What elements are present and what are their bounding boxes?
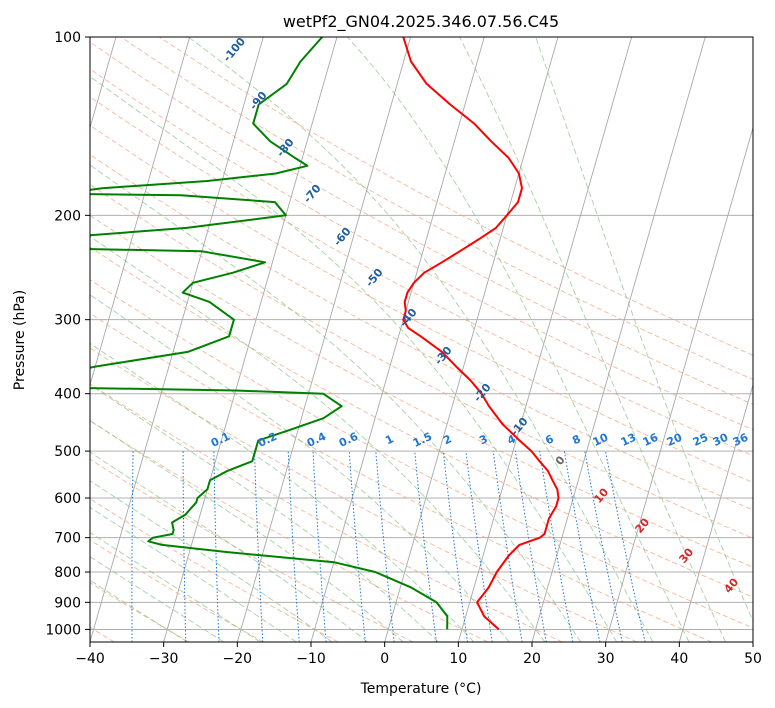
isotherm [678, 383, 753, 642]
moist-adiabat [90, 294, 510, 642]
dry-adiabat [120, 37, 753, 380]
y-tick-label: 500 [54, 444, 81, 460]
mixing-ratio-line [131, 451, 134, 642]
dry-adiabat [90, 347, 638, 642]
dry-adiabat [90, 41, 753, 405]
x-tick-label: −30 [149, 651, 179, 667]
isotherm [90, 37, 264, 642]
y-axis-label: Pressure (hPa) [12, 290, 28, 390]
mixing-ratio-label: 36 [731, 431, 751, 449]
dry-adiabat [90, 68, 753, 431]
mixing-ratio-label: 30 [711, 431, 731, 449]
y-tick-label: 100 [54, 30, 81, 46]
isotherm [310, 37, 485, 642]
moist-adiabat [90, 235, 546, 642]
dry-adiabat [90, 279, 753, 629]
dry-adiabat [90, 124, 753, 484]
mixing-ratio-label: 13 [619, 431, 638, 449]
dry-adiabat [90, 312, 712, 642]
dry-adiabat [90, 214, 753, 568]
isotherm [531, 37, 706, 642]
series-layer [90, 37, 560, 631]
y-axis: 1000 900 800 700 600 500 400 300 200 100 [45, 30, 90, 638]
x-tick-label: 50 [744, 651, 762, 667]
x-axis-label: Temperature (°C) [360, 681, 482, 697]
x-tick-label: 20 [523, 651, 541, 667]
dry-adiabat [90, 153, 753, 511]
y-tick-label: 900 [54, 595, 81, 611]
moist-adiabat [347, 37, 690, 642]
x-tick-label: −10 [296, 651, 326, 667]
y-tick-label: 1000 [45, 622, 81, 638]
moist-adiabat [90, 164, 582, 642]
moist-adiabat [459, 37, 727, 642]
x-axis: −40 −30 −20 −10 0 10 20 30 40 50 [75, 642, 762, 667]
mixing-ratio-label: 25 [691, 431, 710, 449]
isotherm [384, 37, 559, 642]
isotherm [236, 37, 412, 642]
x-tick-label: 40 [670, 651, 688, 667]
dry-adiabat [158, 37, 753, 356]
dry-adiabat [90, 183, 753, 539]
x-tick-label: −40 [75, 651, 105, 667]
moist-adiabat [188, 37, 654, 642]
moist-adiabat [90, 480, 333, 642]
y-tick-label: 400 [54, 387, 81, 403]
mixing-ratio-label: 20 [665, 431, 685, 449]
mixing-ratio-line [312, 451, 327, 642]
dry-adiabat [90, 420, 488, 642]
mixing-ratio-line [213, 451, 220, 642]
dewpoint-profile-line [90, 37, 449, 630]
mixing-ratio-line [605, 451, 646, 642]
dry-adiabat [90, 383, 563, 642]
temperature-profile-line [402, 37, 560, 631]
x-tick-label: 30 [597, 651, 615, 667]
isotherm [457, 37, 633, 642]
mixing-ratio-line [348, 451, 366, 642]
mixing-ratio-line [182, 451, 187, 642]
y-tick-label: 600 [54, 491, 81, 507]
moist-adiabat [535, 37, 753, 623]
plot-frame [89, 36, 754, 643]
moist-adiabat [90, 451, 368, 642]
y-tick-label: 300 [54, 313, 81, 329]
isotherm [90, 37, 191, 387]
background-lines [90, 37, 753, 642]
x-tick-label: 0 [380, 651, 389, 667]
mixing-ratio-line [375, 451, 395, 642]
moist-adiabat [90, 419, 404, 642]
moist-adiabat [90, 384, 439, 642]
isotherm [605, 126, 753, 642]
y-tick-label: 200 [54, 208, 81, 224]
mixing-ratio-label: 16 [641, 431, 661, 449]
x-tick-label: 10 [449, 651, 467, 667]
mixing-ratio-line [254, 451, 264, 642]
y-tick-label: 700 [54, 531, 81, 547]
mixing-ratio-line [287, 451, 300, 642]
chart-title: wetPf2_GN04.2025.346.07.56.C45 [283, 12, 559, 32]
y-tick-label: 800 [54, 565, 81, 581]
isotherm [163, 37, 338, 642]
mixing-ratio-line [584, 451, 623, 642]
mixing-ratio-label: 10 [591, 431, 611, 449]
x-tick-label: −20 [223, 651, 253, 667]
